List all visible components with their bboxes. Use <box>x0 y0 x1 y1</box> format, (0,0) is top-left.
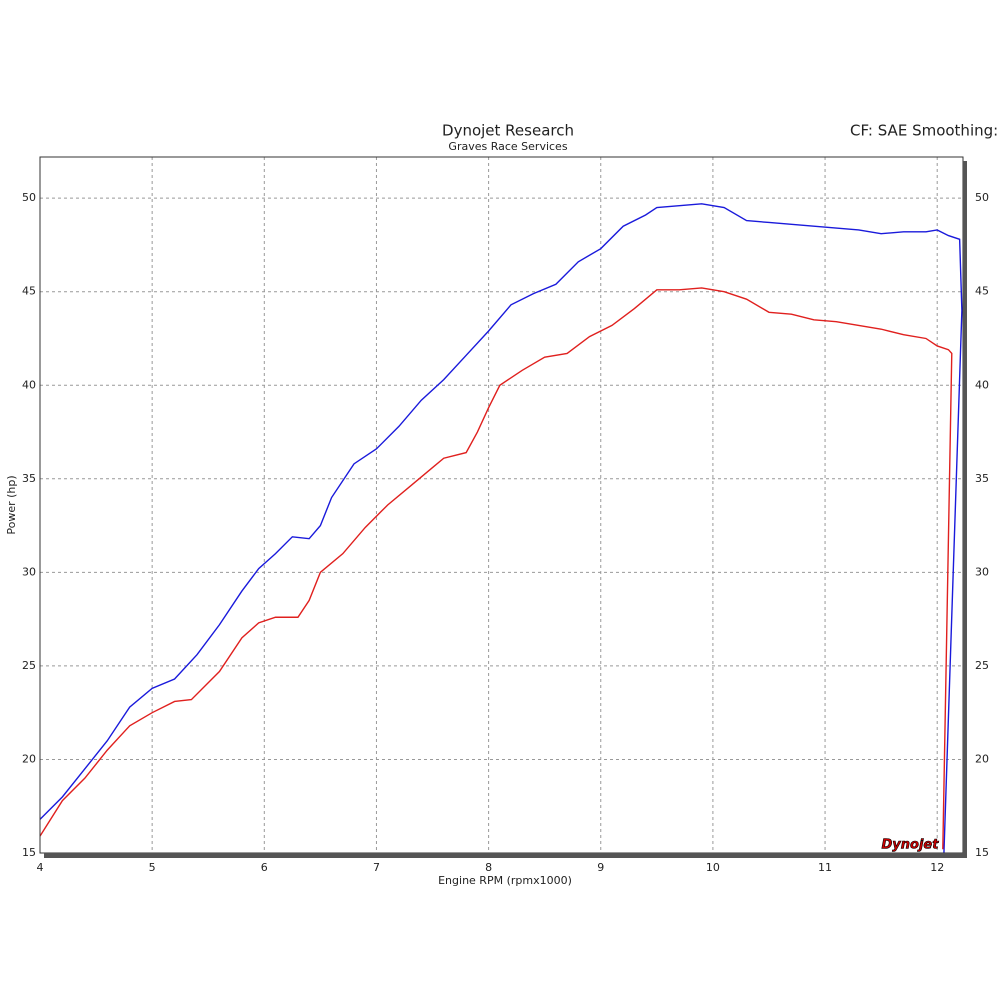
x-tick-label: 10 <box>706 861 720 874</box>
y-tick-label: 20 <box>22 752 36 765</box>
y-tick-label: 25 <box>22 659 36 672</box>
series-line <box>39 287 953 850</box>
x-tick-label: 8 <box>485 861 492 874</box>
y-tick-label: 15 <box>22 846 36 859</box>
y2-tick-label: 35 <box>975 472 989 485</box>
x-tick-label: 11 <box>818 861 832 874</box>
axis-shadow <box>44 853 967 858</box>
x-tick-label: 9 <box>597 861 604 874</box>
series-line <box>39 203 963 854</box>
logo: Dynojet <box>882 838 940 853</box>
x-tick-label: 7 <box>373 861 380 874</box>
x-axis-label: Engine RPM (rpmx1000) <box>438 874 572 887</box>
x-tick-label: 4 <box>37 861 44 874</box>
y2-tick-label: 40 <box>975 378 989 391</box>
y2-tick-label: 50 <box>975 191 989 204</box>
y2-tick-label: 20 <box>975 752 989 765</box>
chart-title: Dynojet Research <box>442 122 574 140</box>
y2-tick-label: 30 <box>975 565 989 578</box>
header-right: CF: SAE Smoothing: 5 <box>850 122 1000 140</box>
x-tick-label: 5 <box>149 861 156 874</box>
y2-tick-label: 25 <box>975 659 989 672</box>
y-tick-label: 45 <box>22 285 36 298</box>
y-tick-label: 50 <box>22 191 36 204</box>
y2-tick-label: 15 <box>975 846 989 859</box>
x-tick-label: 6 <box>261 861 268 874</box>
x-tick-label: 12 <box>930 861 944 874</box>
y-tick-label: 40 <box>22 378 36 391</box>
y2-tick-label: 45 <box>975 285 989 298</box>
y-tick-label: 30 <box>22 565 36 578</box>
y-tick-label: 35 <box>22 472 36 485</box>
y-axis-label: Power (hp) <box>5 475 18 534</box>
axis-shadow <box>963 161 967 853</box>
chart-subtitle: Graves Race Services <box>448 140 567 153</box>
